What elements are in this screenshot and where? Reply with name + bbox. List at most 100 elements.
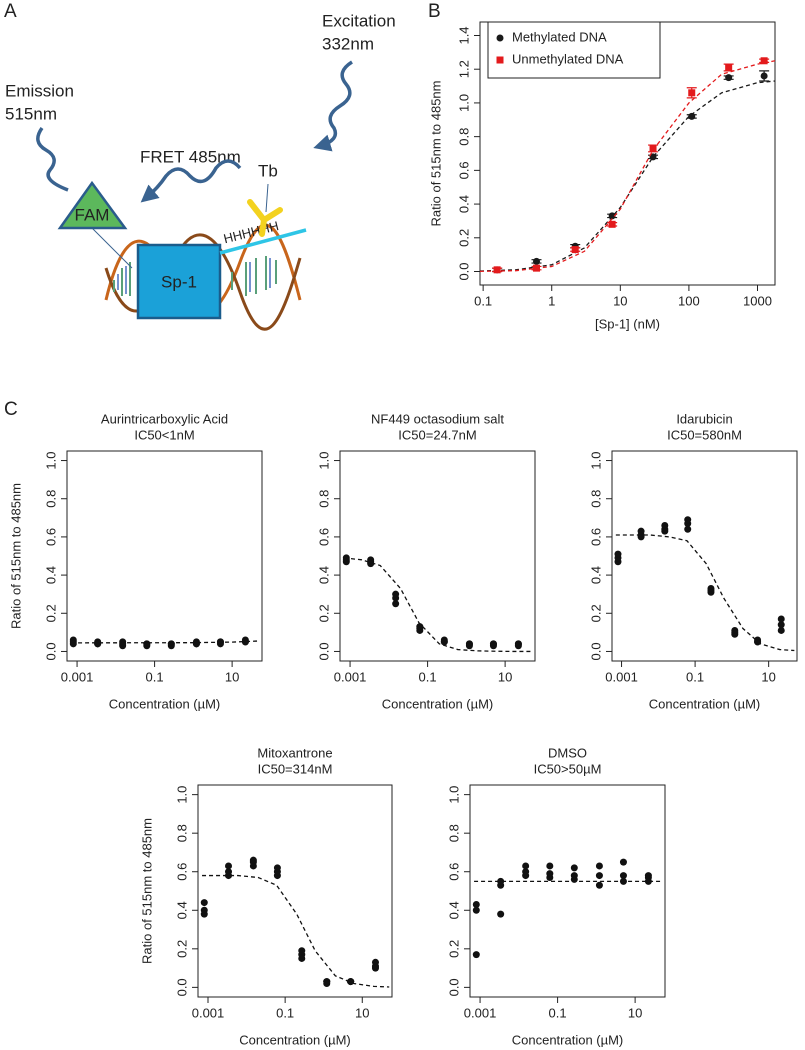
x-tick-label: 100: [678, 293, 700, 308]
chart-title: NF449 octasodium salt: [371, 411, 504, 426]
x-tick-label: 1: [548, 293, 555, 308]
x-tick-label: 10: [761, 669, 775, 684]
point: [119, 642, 127, 650]
point: [619, 877, 627, 885]
legend-box: [487, 21, 661, 79]
chart-subtitle: IC50>50µM: [534, 761, 602, 776]
chart-title: DMSO: [548, 745, 587, 760]
panel-label: B: [428, 1, 441, 22]
excitation-label: Excitation: [322, 11, 396, 30]
y-tick-label: 0.2: [316, 604, 331, 622]
y-tick-label: 0.6: [43, 528, 58, 546]
point: [637, 527, 645, 535]
y-tick-label: 1.0: [316, 452, 331, 470]
y-tick-label: 0.0: [174, 978, 189, 996]
y-tick-label: 1.2: [456, 60, 471, 78]
y-tick-label: 0.6: [446, 863, 461, 881]
fit-curve: [479, 80, 776, 272]
x-axis-label: Concentration (µM): [512, 1032, 624, 1047]
point: [347, 978, 355, 986]
point: [225, 868, 233, 876]
point: [644, 872, 652, 880]
fit-curve: [343, 557, 533, 653]
point: [522, 868, 530, 876]
point: [497, 877, 505, 885]
point: [472, 951, 480, 959]
point: [249, 856, 257, 864]
y-tick-label: 0.4: [43, 566, 58, 584]
y-tick-label: 0.2: [174, 940, 189, 958]
x-tick-label: 0.1: [549, 1005, 567, 1020]
point: [571, 246, 579, 254]
y-tick-label: 1.4: [456, 26, 471, 44]
point: [465, 642, 473, 650]
point: [533, 257, 541, 265]
y-tick-label: 1.0: [456, 94, 471, 112]
linker: [91, 227, 133, 269]
y-axis-label: Ratio of 515nm to 485nm: [139, 818, 154, 964]
fit-curve: [71, 640, 260, 644]
x-tick-label: 0.001: [605, 669, 638, 684]
emission-label: Emission: [5, 81, 74, 100]
point: [608, 220, 616, 228]
y-tick-label: 0.6: [316, 528, 331, 546]
point: [731, 626, 739, 634]
plot-frame: [339, 450, 536, 662]
legend-marker: [496, 34, 504, 42]
point: [342, 556, 350, 564]
point: [225, 862, 233, 870]
plot-frame: [611, 450, 798, 662]
y-tick-label: 0.2: [446, 940, 461, 958]
point: [619, 872, 627, 880]
x-tick-label: 0.1: [474, 293, 492, 308]
point: [684, 525, 692, 533]
x-tick-label: 1000: [743, 293, 772, 308]
point: [649, 153, 657, 161]
point: [533, 264, 541, 272]
point: [371, 958, 379, 966]
y-tick-label: 0.8: [446, 824, 461, 842]
point: [777, 626, 785, 634]
sp1-label: Sp-1: [161, 272, 197, 291]
point: [497, 910, 505, 918]
point: [661, 521, 669, 529]
y-tick-label: 1.0: [588, 452, 603, 470]
x-axis-label: [Sp-1] (nM): [595, 316, 660, 331]
point: [392, 600, 400, 608]
plot-frame: [66, 450, 263, 662]
point: [440, 638, 448, 646]
point: [298, 947, 306, 955]
point: [522, 862, 530, 870]
y-tick-label: 0.4: [174, 901, 189, 919]
point: [546, 862, 554, 870]
y-tick-label: 0.2: [588, 604, 603, 622]
chart-title: Idarubicin: [676, 411, 732, 426]
y-tick-label: 0.8: [456, 128, 471, 146]
point: [167, 640, 175, 648]
x-axis-label: Concentration (µM): [109, 696, 221, 711]
fit-curve: [615, 534, 795, 652]
chart-subtitle: IC50=24.7nM: [398, 427, 476, 442]
excitation-label: 332nm: [322, 34, 374, 53]
x-tick-label: 0.1: [276, 1005, 294, 1020]
y-tick-label: 0.8: [588, 490, 603, 508]
point: [707, 584, 715, 592]
y-tick-label: 0.2: [456, 229, 471, 247]
fret-arrow: [140, 159, 242, 203]
point: [688, 112, 696, 120]
x-axis-label: Concentration (µM): [239, 1032, 351, 1047]
x-tick-label: 0.1: [419, 669, 437, 684]
point: [489, 642, 497, 650]
point: [472, 906, 480, 914]
point: [725, 64, 733, 72]
point: [273, 864, 281, 872]
point: [514, 642, 522, 650]
y-tick-label: 1.0: [446, 786, 461, 804]
chart-title: Aurintricarboxylic Acid: [101, 411, 228, 426]
point: [94, 640, 102, 648]
panel-label: A: [4, 1, 17, 22]
y-tick-label: 0.0: [588, 642, 603, 660]
chart-title: Mitoxantrone: [257, 745, 332, 760]
point: [619, 858, 627, 866]
x-tick-label: 10: [613, 293, 627, 308]
